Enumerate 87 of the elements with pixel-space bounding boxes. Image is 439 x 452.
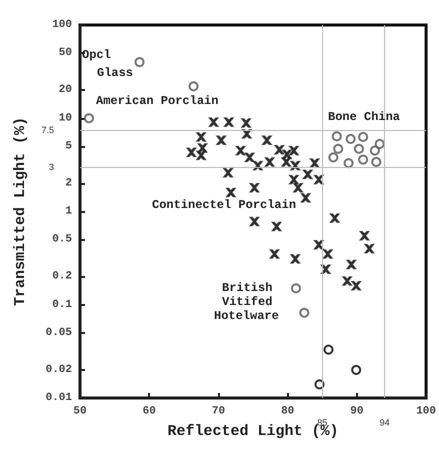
- point: [330, 213, 340, 223]
- y-tick-label: 0.5: [52, 234, 72, 246]
- point: [290, 283, 301, 294]
- y-tick-label: 100: [52, 19, 72, 31]
- point: [188, 81, 199, 92]
- y-tick-label: 20: [58, 84, 72, 96]
- x-tick-label: 60: [142, 406, 156, 418]
- point: [282, 157, 292, 167]
- point: [371, 156, 382, 167]
- point: [236, 146, 246, 156]
- y-tick-label: 1: [65, 206, 72, 218]
- point: [314, 379, 324, 390]
- x-tick-label: 100: [416, 406, 436, 418]
- point: [216, 136, 226, 146]
- point: [84, 113, 94, 124]
- annotation: British: [222, 281, 272, 295]
- point: [262, 136, 272, 146]
- point: [374, 138, 385, 149]
- point: [299, 308, 310, 318]
- point: [370, 146, 380, 156]
- point: [289, 174, 299, 184]
- annotation: Opcl: [82, 48, 111, 62]
- point: [226, 188, 236, 198]
- annotation: Continectel Porclain: [152, 198, 296, 212]
- point: [364, 244, 374, 254]
- point: [270, 249, 280, 259]
- point: [289, 146, 299, 156]
- y-tick-label: 5: [65, 140, 72, 152]
- x-tick-label: 90: [350, 406, 364, 418]
- point: [310, 158, 320, 168]
- point: [358, 132, 368, 142]
- point: [314, 240, 324, 250]
- point: [342, 276, 352, 286]
- point: [264, 157, 274, 167]
- point: [324, 344, 334, 355]
- point: [300, 193, 310, 203]
- annotation: Glass: [97, 66, 134, 80]
- ref-line-label: 3: [48, 162, 54, 172]
- y-axis-title: Transmitted Light (%): [12, 116, 29, 306]
- point: [332, 131, 342, 142]
- point: [314, 174, 324, 184]
- annotation: Vitifed: [222, 295, 272, 309]
- point: [134, 57, 145, 68]
- point: [198, 143, 208, 153]
- point: [358, 154, 368, 165]
- ref-line-label: 7.5: [41, 124, 54, 135]
- point: [274, 144, 284, 154]
- point: [351, 280, 361, 290]
- point: [360, 230, 370, 240]
- point: [346, 134, 356, 144]
- point: [333, 144, 344, 154]
- point: [354, 144, 364, 154]
- point: [244, 152, 254, 162]
- x-tick-label: 50: [73, 406, 87, 418]
- point: [346, 260, 356, 270]
- point: [224, 117, 234, 127]
- ref-line-label: 94: [380, 418, 390, 428]
- point: [223, 168, 233, 178]
- point: [320, 264, 330, 274]
- y-tick-label: 0.01: [46, 392, 72, 404]
- y-tick-label: 0.2: [52, 270, 72, 283]
- point: [196, 150, 206, 160]
- point: [328, 152, 338, 162]
- point: [351, 364, 362, 375]
- point: [241, 118, 251, 128]
- y-tick-label: 10: [58, 112, 72, 124]
- x-tick-label: 80: [281, 406, 294, 418]
- annotation: Bone China: [328, 110, 400, 124]
- y-tick-label: 0.02: [46, 364, 72, 376]
- point: [186, 148, 196, 158]
- y-tick-label: 0.05: [46, 326, 72, 339]
- x-tick-label: 70: [212, 406, 226, 418]
- annotation: Hotelware: [214, 309, 279, 323]
- point: [302, 170, 312, 180]
- point: [208, 117, 218, 127]
- point: [290, 254, 300, 264]
- y-tick-label: 2: [65, 177, 72, 190]
- point: [323, 249, 333, 259]
- annotation: American Porclain: [96, 94, 218, 108]
- point: [344, 158, 354, 168]
- point: [272, 222, 282, 232]
- y-tick-label: 50: [58, 47, 72, 60]
- point: [196, 132, 206, 142]
- y-tick-label: 0.1: [52, 298, 72, 311]
- point: [250, 216, 260, 226]
- point: [293, 182, 303, 192]
- point: [250, 182, 260, 192]
